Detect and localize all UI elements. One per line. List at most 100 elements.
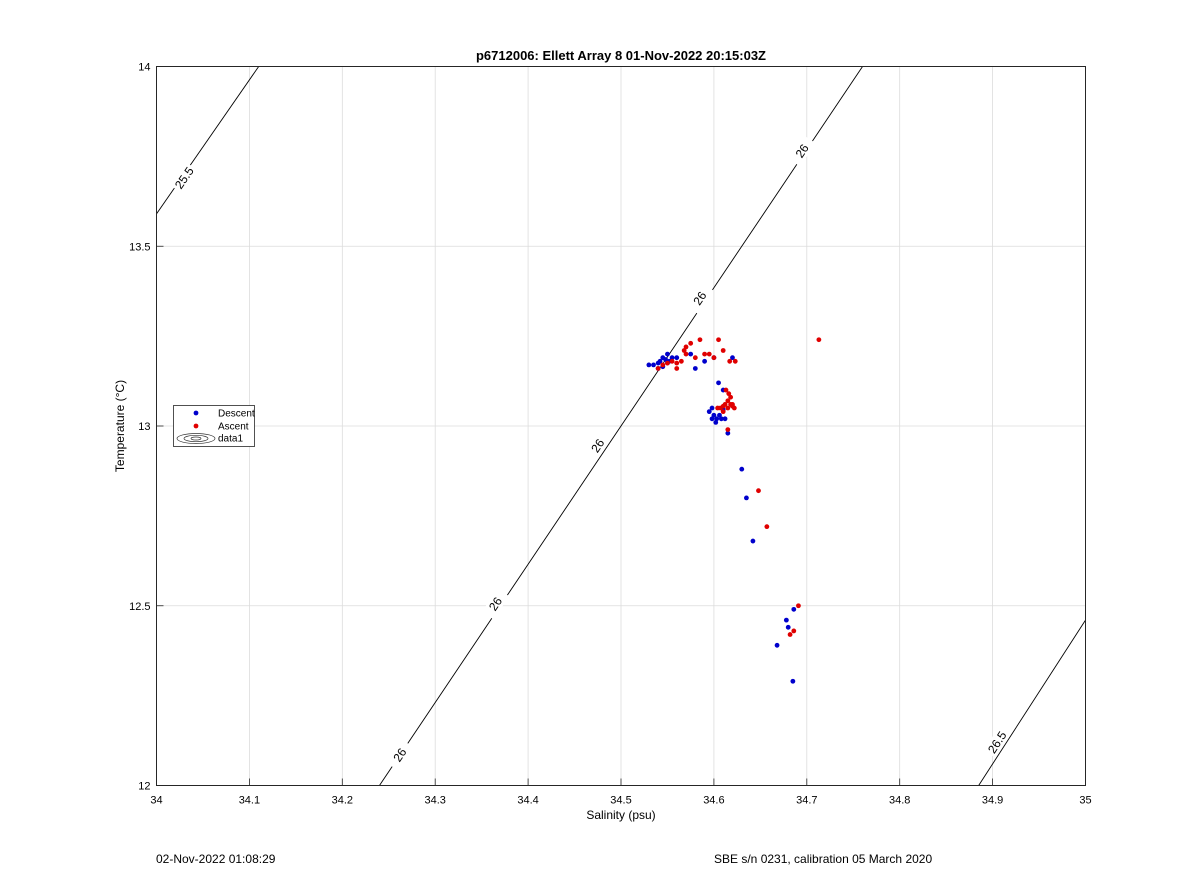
descent-point (651, 362, 656, 368)
x-tick-label: 34.3 (424, 795, 445, 807)
legend-marker-descent (193, 410, 199, 416)
legend-marker-contour-icon (176, 433, 216, 444)
descent-point (718, 416, 724, 422)
legend-label-descent: Descent (218, 409, 255, 420)
contour-label-bg (481, 588, 510, 620)
ascent-point (678, 358, 684, 364)
descent-point (688, 351, 694, 357)
x-axis-ticks: 34 34.1 34.2 34.3 34.4 34.5 34.6 34.7 34.8 34.9 35 (150, 778, 1092, 807)
isopycnal-line (379, 66, 863, 786)
descent-point (744, 495, 749, 501)
descent-point (785, 624, 791, 630)
contour-label-bg (170, 162, 199, 194)
descent-point (750, 538, 756, 544)
descent-point (713, 420, 719, 425)
descent-point (730, 355, 735, 361)
contour-label-bg (788, 135, 816, 167)
x-tick-label: 34.9 (982, 795, 1003, 807)
descent-point (692, 366, 698, 371)
contour-label-bg (686, 282, 714, 314)
ascent-point (764, 524, 770, 530)
legend-box (173, 405, 255, 447)
ascent-point (688, 340, 694, 346)
ascent-point (683, 344, 689, 350)
ascent-point (722, 402, 728, 407)
descent-point (739, 466, 745, 472)
ascent-point (725, 427, 731, 432)
ascent-point (796, 603, 801, 609)
ascent-point (674, 366, 680, 371)
ascent-point (660, 362, 666, 368)
ascent-point (730, 402, 735, 407)
descent-point (665, 351, 670, 357)
ascent-point (655, 366, 661, 371)
ascent-point (731, 405, 737, 411)
x-tick-label: 34 (150, 795, 162, 807)
descent-point (709, 405, 715, 411)
descent-point (663, 357, 668, 362)
descent-point (717, 412, 722, 418)
x-tick-label: 34.2 (332, 795, 353, 807)
ascent-point (681, 348, 687, 353)
ascent-point (683, 351, 689, 357)
ascent-point (725, 398, 731, 404)
ascent-point (702, 351, 708, 357)
ascent-point (726, 391, 732, 397)
x-axis-label: Salinity (psu) (586, 808, 655, 822)
ascent-point (732, 358, 738, 364)
ascent-point (706, 351, 712, 357)
legend-marker-ascent (193, 423, 199, 429)
calibration-note: SBE s/n 0231, calibration 05 March 2020 (714, 852, 933, 866)
contour-label-bg (584, 430, 612, 462)
x-tick-label: 34.1 (239, 795, 260, 807)
legend-label-data1: data1 (218, 434, 243, 445)
x-tick-label: 34.7 (796, 795, 817, 807)
ascent-point (669, 358, 675, 364)
descent-point (669, 355, 675, 361)
descent-point (711, 412, 717, 418)
isopycnal-line (156, 66, 260, 215)
descent-point (709, 416, 715, 422)
ascent-point (692, 355, 698, 361)
y-axis-ticks: 12 12.5 13 13.5 14 (129, 62, 164, 793)
descent-point (716, 380, 721, 386)
x-tick-label: 34.4 (517, 795, 538, 807)
descent-point (722, 416, 728, 422)
ascent-point (791, 628, 797, 634)
descent-point (646, 362, 652, 368)
legend-label-ascent: Ascent (218, 422, 249, 433)
ascent-point (725, 405, 731, 411)
contour-label-bg (983, 726, 1011, 758)
ascent-point (665, 360, 670, 366)
data-points (646, 337, 822, 684)
ascent-point (723, 387, 729, 393)
y-tick-label: 13.5 (129, 241, 150, 253)
descent-point (783, 617, 789, 623)
x-tick-label: 35 (1079, 795, 1091, 807)
ascent-point (787, 632, 793, 637)
descent-point (725, 430, 731, 436)
ascent-point (674, 360, 680, 366)
x-tick-label: 34.5 (610, 795, 631, 807)
descent-point (706, 409, 712, 415)
y-tick-label: 12 (138, 781, 150, 793)
ascent-point (720, 409, 726, 415)
descent-point (790, 678, 796, 684)
descent-point (674, 355, 680, 361)
ascent-point (716, 337, 721, 343)
ascent-point (756, 488, 761, 494)
legend: Descent Ascent data1 (173, 405, 255, 447)
ascent-point (711, 355, 717, 361)
ascent-point (728, 394, 734, 400)
ascent-point (816, 337, 822, 343)
y-axis-label: Temperature (°C) (113, 380, 127, 472)
descent-point (774, 642, 780, 648)
descent-point (702, 358, 708, 364)
generated-timestamp: 02-Nov-2022 01:08:29 (156, 852, 276, 866)
ascent-point (720, 348, 726, 353)
chart-title: p6712006: Ellett Array 8 01-Nov-2022 20:… (476, 48, 766, 63)
descent-point (714, 416, 720, 422)
descent-point (657, 358, 663, 364)
x-tick-label: 34.8 (889, 795, 910, 807)
